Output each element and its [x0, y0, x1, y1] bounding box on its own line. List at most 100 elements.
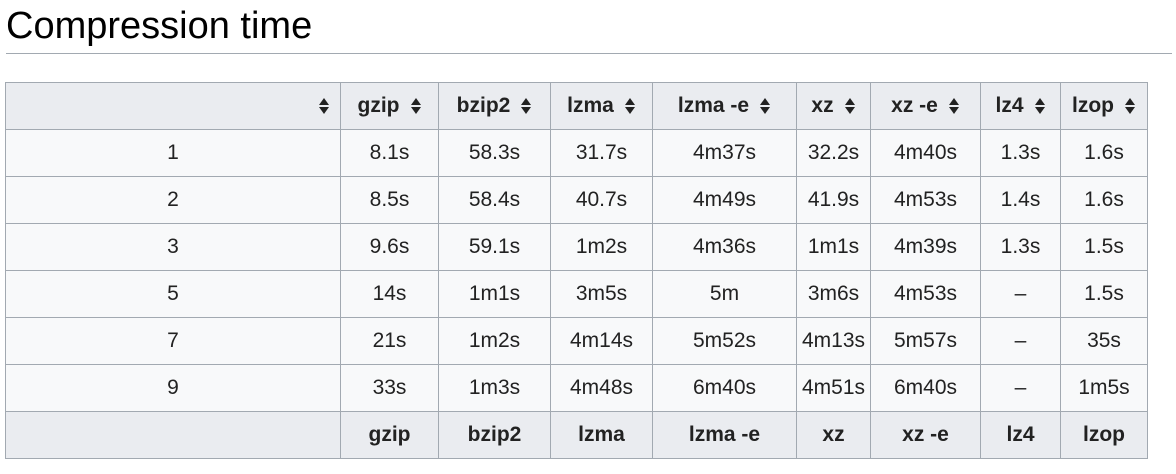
lzma-e-cell: 5m: [652, 270, 797, 318]
gzip-cell: 33s: [340, 364, 439, 412]
bzip2-cell: 1m3s: [438, 364, 551, 412]
sort-icon[interactable]: [759, 97, 771, 115]
column-header-xz[interactable]: xz: [796, 82, 871, 130]
gzip-cell: 14s: [340, 270, 439, 318]
xz-e-cell: 4m40s: [870, 129, 981, 177]
column-header-label: lzma -e: [677, 94, 750, 117]
sort-icon[interactable]: [624, 97, 636, 115]
lz4-cell: –: [980, 270, 1061, 318]
column-header-lzop[interactable]: lzop: [1060, 82, 1148, 130]
lzop-cell: 35s: [1060, 317, 1148, 365]
lzma-cell: 3m5s: [550, 270, 653, 318]
footer-cell-gzip: gzip: [340, 411, 439, 459]
column-header-lzma[interactable]: lzma: [550, 82, 653, 130]
level-cell: 3: [5, 223, 341, 271]
footer-cell-lzma-e: lzma -e: [652, 411, 797, 459]
lzop-cell: 1.6s: [1060, 176, 1148, 224]
footer-row: gzip bzip2 lzma lzma -e xz xz -e lz4 lzo…: [5, 411, 1148, 459]
xz-cell: 41.9s: [796, 176, 871, 224]
sort-icon[interactable]: [410, 97, 422, 115]
level-cell: 7: [5, 317, 341, 365]
sort-icon[interactable]: [948, 97, 960, 115]
column-header-label: bzip2: [456, 94, 511, 117]
bzip2-cell: 58.4s: [438, 176, 551, 224]
table-row: 5 14s 1m1s 3m5s 5m 3m6s 4m53s – 1.5s: [5, 270, 1148, 318]
column-header-lz4[interactable]: lz4: [980, 82, 1061, 130]
footer-cell-lzop: lzop: [1060, 411, 1148, 459]
section-heading: Compression time: [6, 4, 1172, 54]
column-header-label: lzop: [1072, 94, 1114, 117]
header-row: gzip bzip2 lzma lzma -e xz xz -e lz4 lzo…: [5, 82, 1148, 130]
lzma-e-cell: 4m37s: [652, 129, 797, 177]
bzip2-cell: 59.1s: [438, 223, 551, 271]
sort-icon[interactable]: [1034, 97, 1046, 115]
lzma-e-cell: 5m52s: [652, 317, 797, 365]
xz-e-cell: 6m40s: [870, 364, 981, 412]
column-header-xz-e[interactable]: xz -e: [870, 82, 981, 130]
xz-e-cell: 4m53s: [870, 176, 981, 224]
table-row: 2 8.5s 58.4s 40.7s 4m49s 41.9s 4m53s 1.4…: [5, 176, 1148, 224]
bzip2-cell: 1m1s: [438, 270, 551, 318]
sort-icon[interactable]: [844, 97, 856, 115]
table-row: 3 9.6s 59.1s 1m2s 4m36s 1m1s 4m39s 1.3s …: [5, 223, 1148, 271]
column-header-label: gzip: [357, 94, 400, 117]
footer-cell-xz-e: xz -e: [870, 411, 981, 459]
lzop-cell: 1.5s: [1060, 270, 1148, 318]
lz4-cell: 1.3s: [980, 223, 1061, 271]
gzip-cell: 8.5s: [340, 176, 439, 224]
lzma-cell: 40.7s: [550, 176, 653, 224]
lzop-cell: 1m5s: [1060, 364, 1148, 412]
footer-cell-bzip2: bzip2: [438, 411, 551, 459]
xz-cell: 1m1s: [796, 223, 871, 271]
column-header-label: xz -e: [891, 94, 938, 117]
xz-e-cell: 4m39s: [870, 223, 981, 271]
gzip-cell: 21s: [340, 317, 439, 365]
sort-icon[interactable]: [520, 97, 532, 115]
level-cell: 5: [5, 270, 341, 318]
lzop-cell: 1.5s: [1060, 223, 1148, 271]
footer-cell-lz4: lz4: [980, 411, 1061, 459]
column-header-label: lz4: [995, 94, 1024, 117]
lz4-cell: 1.3s: [980, 129, 1061, 177]
level-cell: 9: [5, 364, 341, 412]
level-cell: 1: [5, 129, 341, 177]
lzma-cell: 4m14s: [550, 317, 653, 365]
gzip-cell: 9.6s: [340, 223, 439, 271]
xz-cell: 4m13s: [796, 317, 871, 365]
sort-icon[interactable]: [318, 97, 330, 115]
xz-cell: 3m6s: [796, 270, 871, 318]
lz4-cell: –: [980, 364, 1061, 412]
compression-time-table: gzip bzip2 lzma lzma -e xz xz -e lz4 lzo…: [5, 82, 1148, 459]
footer-cell-index: [5, 411, 341, 459]
lz4-cell: 1.4s: [980, 176, 1061, 224]
table-row: 9 33s 1m3s 4m48s 6m40s 4m51s 6m40s – 1m5…: [5, 364, 1148, 412]
column-header-gzip[interactable]: gzip: [340, 82, 439, 130]
xz-cell: 4m51s: [796, 364, 871, 412]
lzma-e-cell: 4m36s: [652, 223, 797, 271]
lzma-cell: 4m48s: [550, 364, 653, 412]
xz-e-cell: 5m57s: [870, 317, 981, 365]
lz4-cell: –: [980, 317, 1061, 365]
bzip2-cell: 1m2s: [438, 317, 551, 365]
gzip-cell: 8.1s: [340, 129, 439, 177]
column-header-index[interactable]: [5, 82, 341, 130]
sort-icon[interactable]: [1124, 97, 1136, 115]
lzma-e-cell: 6m40s: [652, 364, 797, 412]
lzop-cell: 1.6s: [1060, 129, 1148, 177]
footer-cell-xz: xz: [796, 411, 871, 459]
column-header-bzip2[interactable]: bzip2: [438, 82, 551, 130]
xz-e-cell: 4m53s: [870, 270, 981, 318]
column-header-lzma-e[interactable]: lzma -e: [652, 82, 797, 130]
column-header-label: lzma: [567, 94, 614, 117]
level-cell: 2: [5, 176, 341, 224]
lzma-cell: 1m2s: [550, 223, 653, 271]
column-header-label: xz: [811, 94, 834, 117]
table-row: 7 21s 1m2s 4m14s 5m52s 4m13s 5m57s – 35s: [5, 317, 1148, 365]
bzip2-cell: 58.3s: [438, 129, 551, 177]
table-row: 1 8.1s 58.3s 31.7s 4m37s 32.2s 4m40s 1.3…: [5, 129, 1148, 177]
lzma-cell: 31.7s: [550, 129, 653, 177]
footer-cell-lzma: lzma: [550, 411, 653, 459]
lzma-e-cell: 4m49s: [652, 176, 797, 224]
page-title: Compression time: [6, 5, 313, 47]
xz-cell: 32.2s: [796, 129, 871, 177]
